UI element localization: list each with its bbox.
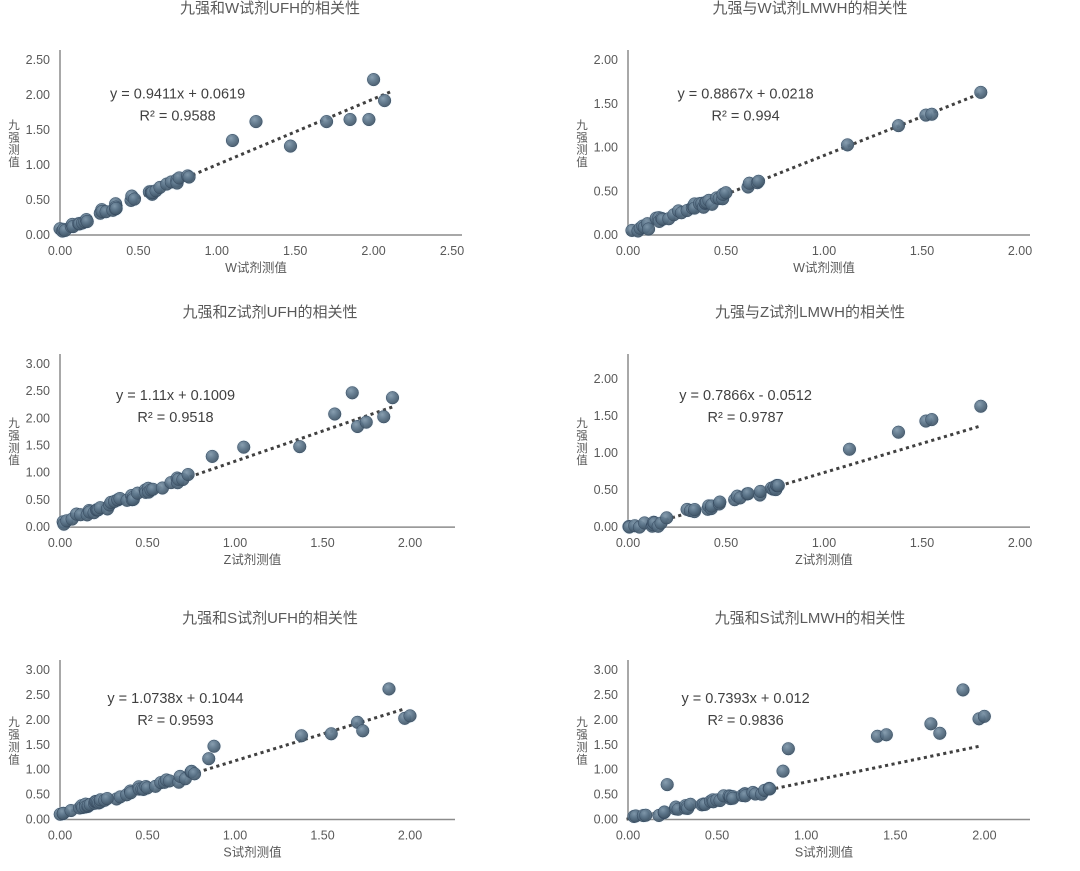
svg-text:1.50: 1.50 — [594, 97, 618, 111]
svg-text:1.50: 1.50 — [594, 738, 618, 752]
svg-text:0.00: 0.00 — [26, 813, 50, 827]
svg-text:Z试剂测值: Z试剂测值 — [224, 552, 282, 567]
svg-text:S试剂测值: S试剂测值 — [795, 845, 853, 860]
svg-text:九强测值: 九强测值 — [8, 417, 20, 467]
svg-text:1.50: 1.50 — [310, 536, 334, 550]
svg-text:2.00: 2.00 — [594, 713, 618, 727]
svg-text:1.00: 1.00 — [223, 829, 247, 843]
svg-text:1.50: 1.50 — [26, 439, 50, 453]
svg-text:1.50: 1.50 — [594, 409, 618, 423]
svg-text:R² = 0.9588: R² = 0.9588 — [140, 109, 216, 125]
svg-text:0.50: 0.50 — [135, 829, 159, 843]
svg-text:1.50: 1.50 — [883, 829, 907, 843]
svg-text:0.50: 0.50 — [126, 244, 150, 258]
svg-text:0.50: 0.50 — [26, 788, 50, 802]
svg-text:3.00: 3.00 — [594, 663, 618, 677]
svg-text:1.00: 1.00 — [594, 141, 618, 155]
svg-text:R² = 0.994: R² = 0.994 — [712, 109, 780, 125]
svg-text:y = 0.7866x - 0.0512: y = 0.7866x - 0.0512 — [679, 388, 812, 404]
svg-text:2.50: 2.50 — [26, 688, 50, 702]
svg-text:R² = 0.9836: R² = 0.9836 — [708, 713, 784, 729]
svg-text:y = 1.0738x + 0.1044: y = 1.0738x + 0.1044 — [107, 691, 243, 707]
svg-text:九强测值: 九强测值 — [576, 417, 588, 467]
svg-text:W试剂测值: W试剂测值 — [225, 260, 287, 275]
svg-text:0.00: 0.00 — [594, 520, 618, 534]
svg-text:0.00: 0.00 — [26, 228, 50, 242]
svg-text:0.50: 0.50 — [714, 536, 738, 550]
svg-text:2.00: 2.00 — [1008, 536, 1032, 550]
svg-text:1.50: 1.50 — [910, 536, 934, 550]
svg-text:1.00: 1.00 — [26, 466, 50, 480]
svg-text:1.00: 1.00 — [794, 829, 818, 843]
svg-text:九强和W试剂UFH的相关性: 九强和W试剂UFH的相关性 — [180, 0, 360, 17]
svg-text:2.50: 2.50 — [594, 688, 618, 702]
svg-text:1.00: 1.00 — [26, 158, 50, 172]
svg-text:S试剂测值: S试剂测值 — [223, 845, 281, 860]
svg-text:0.00: 0.00 — [594, 813, 618, 827]
svg-text:y = 0.7393x + 0.012: y = 0.7393x + 0.012 — [682, 691, 810, 707]
svg-text:2.00: 2.00 — [26, 713, 50, 727]
svg-text:1.00: 1.00 — [594, 763, 618, 777]
svg-text:九强与Z试剂LMWH的相关性: 九强与Z试剂LMWH的相关性 — [715, 304, 905, 321]
svg-text:0.00: 0.00 — [616, 829, 640, 843]
svg-text:九强测值: 九强测值 — [8, 119, 20, 169]
svg-text:0.00: 0.00 — [26, 520, 50, 534]
svg-text:0.50: 0.50 — [594, 184, 618, 198]
svg-text:1.50: 1.50 — [283, 244, 307, 258]
svg-text:2.00: 2.00 — [398, 536, 422, 550]
svg-text:2.00: 2.00 — [1008, 244, 1032, 258]
svg-text:3.00: 3.00 — [26, 357, 50, 371]
svg-text:0.50: 0.50 — [714, 244, 738, 258]
svg-text:2.50: 2.50 — [26, 384, 50, 398]
svg-text:1.00: 1.00 — [812, 244, 836, 258]
svg-text:九强测值: 九强测值 — [8, 716, 20, 766]
svg-text:2.00: 2.00 — [26, 411, 50, 425]
svg-text:2.00: 2.00 — [972, 829, 996, 843]
svg-text:y = 1.11x + 0.1009: y = 1.11x + 0.1009 — [116, 388, 235, 404]
svg-text:y = 0.9411x + 0.0619: y = 0.9411x + 0.0619 — [110, 87, 245, 103]
svg-text:2.00: 2.00 — [398, 829, 422, 843]
svg-text:2.00: 2.00 — [361, 244, 385, 258]
svg-text:2.00: 2.00 — [594, 372, 618, 386]
svg-text:R² = 0.9593: R² = 0.9593 — [137, 713, 213, 729]
svg-text:1.00: 1.00 — [205, 244, 229, 258]
svg-text:1.50: 1.50 — [26, 123, 50, 137]
svg-text:1.00: 1.00 — [223, 536, 247, 550]
svg-text:1.50: 1.50 — [310, 829, 334, 843]
svg-text:1.00: 1.00 — [812, 536, 836, 550]
svg-text:九强和S试剂UFH的相关性: 九强和S试剂UFH的相关性 — [182, 610, 358, 627]
svg-text:y = 0.8867x + 0.0218: y = 0.8867x + 0.0218 — [677, 87, 813, 103]
svg-text:1.50: 1.50 — [26, 738, 50, 752]
svg-text:九强和Z试剂UFH的相关性: 九强和Z试剂UFH的相关性 — [183, 304, 358, 321]
svg-text:0.50: 0.50 — [26, 193, 50, 207]
svg-text:0.50: 0.50 — [594, 788, 618, 802]
svg-text:九强和S试剂LMWH的相关性: 九强和S试剂LMWH的相关性 — [715, 610, 906, 627]
svg-text:九强测值: 九强测值 — [576, 119, 588, 169]
svg-text:3.00: 3.00 — [26, 663, 50, 677]
svg-text:0.50: 0.50 — [705, 829, 729, 843]
svg-text:0.50: 0.50 — [135, 536, 159, 550]
svg-text:1.00: 1.00 — [26, 763, 50, 777]
svg-text:2.00: 2.00 — [26, 88, 50, 102]
svg-text:R² = 0.9518: R² = 0.9518 — [137, 410, 213, 426]
svg-text:W试剂测值: W试剂测值 — [793, 260, 855, 275]
svg-text:1.50: 1.50 — [910, 244, 934, 258]
svg-text:2.00: 2.00 — [594, 53, 618, 67]
svg-text:0.00: 0.00 — [48, 829, 72, 843]
svg-text:2.50: 2.50 — [26, 53, 50, 67]
svg-text:Z试剂测值: Z试剂测值 — [795, 552, 853, 567]
svg-text:0.00: 0.00 — [594, 228, 618, 242]
svg-text:2.50: 2.50 — [440, 244, 464, 258]
svg-text:R² = 0.9787: R² = 0.9787 — [708, 410, 784, 426]
svg-text:0.50: 0.50 — [26, 493, 50, 507]
svg-text:0.00: 0.00 — [48, 536, 72, 550]
svg-text:0.00: 0.00 — [616, 536, 640, 550]
svg-text:0.00: 0.00 — [616, 244, 640, 258]
svg-text:0.50: 0.50 — [594, 483, 618, 497]
svg-text:1.00: 1.00 — [594, 446, 618, 460]
svg-text:0.00: 0.00 — [48, 244, 72, 258]
svg-text:九强与W试剂LMWH的相关性: 九强与W试剂LMWH的相关性 — [713, 0, 908, 17]
svg-text:九强测值: 九强测值 — [576, 716, 588, 766]
